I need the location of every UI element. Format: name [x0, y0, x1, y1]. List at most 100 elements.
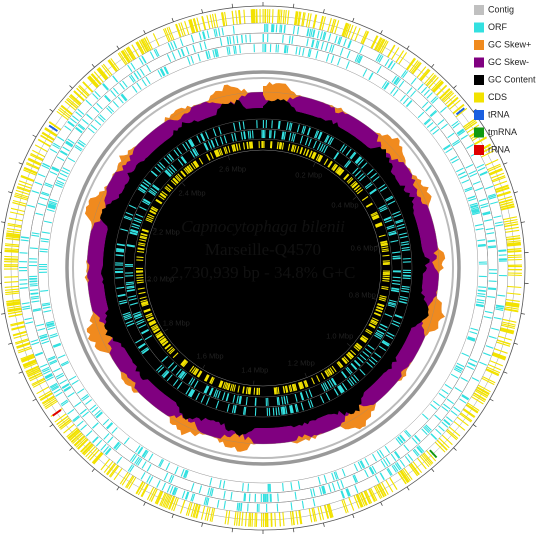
- scale-tick: [520, 221, 526, 223]
- scale-tick: [143, 30, 146, 35]
- scale-label: 2.4 Mbp: [178, 188, 205, 197]
- scale-label: 0.6 Mbp: [351, 244, 378, 253]
- ring-outline: [123, 128, 403, 408]
- legend-swatch: [474, 75, 484, 85]
- scale-tick: [69, 447, 73, 451]
- scale-tick: [431, 64, 435, 68]
- rna-mark: [52, 409, 62, 417]
- scale-label: 2.6 Mbp: [219, 165, 246, 174]
- scale-tick: [153, 227, 157, 230]
- ring-outline: [72, 77, 454, 459]
- ring-outline: [133, 138, 393, 398]
- scale-tick: [520, 313, 526, 315]
- scale-tick: [431, 468, 435, 472]
- scale-tick: [228, 156, 230, 161]
- scale-tick: [18, 371, 23, 374]
- scale-tick: [453, 85, 457, 89]
- scale-tick: [69, 85, 73, 89]
- scale-tick: [503, 371, 508, 374]
- legend-label: GC Skew+: [488, 39, 531, 49]
- legend-label: ORF: [488, 22, 508, 32]
- feature-track: [135, 140, 391, 395]
- scale-tick: [143, 501, 146, 506]
- scale-tick: [8, 191, 13, 194]
- scale-label: 1.0 Mbp: [326, 332, 353, 341]
- legend-swatch: [474, 57, 484, 68]
- scale-tick: [352, 17, 355, 22]
- plot-track: [103, 108, 423, 428]
- ring-outline: [47, 52, 479, 484]
- scale-tick: [371, 297, 376, 300]
- genome-summary: 2,730,939 bp - 34.8% G+C: [171, 263, 356, 282]
- scale-tick: [312, 163, 316, 167]
- legend-label: GC Content: [488, 74, 536, 84]
- scale-label: 1.2 Mbp: [288, 359, 315, 368]
- legend-swatch: [474, 145, 484, 155]
- scale-tick: [380, 501, 383, 506]
- scale-tick: [171, 514, 174, 519]
- legend-swatch: [474, 127, 484, 138]
- scale-tick: [489, 398, 494, 402]
- ring-outline: [113, 118, 413, 418]
- scale-tick: [32, 134, 37, 138]
- feature-track: [18, 23, 507, 513]
- legend-label: Contig: [488, 4, 514, 14]
- scale-tick: [182, 183, 186, 187]
- rings: [0, 2, 529, 534]
- legend-swatch: [474, 92, 484, 103]
- feature-track: [3, 8, 523, 528]
- legend-swatch: [474, 110, 484, 120]
- scale-tick: [453, 447, 457, 451]
- legend-label: GC Skew-: [488, 57, 529, 67]
- ring-outline: [17, 22, 509, 514]
- scale-tick: [352, 196, 357, 200]
- scale-tick: [513, 342, 518, 345]
- scale-tick: [201, 9, 203, 14]
- scale-tick: [323, 9, 325, 14]
- ring-outline: [27, 32, 499, 504]
- scale-tick: [116, 486, 120, 491]
- scale-label: 2.0 Mbp: [147, 274, 174, 283]
- scale-label: 0.8 Mbp: [349, 290, 376, 299]
- scale-tick: [0, 313, 6, 315]
- feature-track: [114, 119, 412, 416]
- scale-tick: [472, 424, 477, 428]
- scale-tick: [201, 522, 203, 527]
- rna-mark: [48, 124, 58, 132]
- ring-outline: [65, 70, 461, 466]
- scale-tick: [373, 245, 378, 247]
- scale-tick: [171, 17, 174, 22]
- scale-tick: [352, 514, 355, 519]
- scale-tick: [503, 162, 508, 165]
- legend-swatch: [474, 5, 484, 15]
- legend-label: tmRNA: [488, 127, 517, 137]
- scale-tick: [49, 108, 54, 112]
- scale-tick: [32, 398, 37, 402]
- ring-outline: [86, 91, 440, 445]
- organism-name: Capnocytophaga bilenii: [181, 217, 345, 236]
- strain-name: Marseille-Q4570: [205, 240, 321, 259]
- feature-track: [124, 129, 402, 407]
- ring-outline: [37, 42, 489, 494]
- scale-tick: [0, 221, 6, 223]
- scale-tick: [304, 372, 307, 377]
- ring-outline: [144, 149, 382, 387]
- scale-tick: [49, 424, 54, 428]
- feature-track: [28, 33, 498, 503]
- legend-label: tRNA: [488, 109, 510, 119]
- scale-tick: [202, 364, 206, 369]
- scale-tick: [513, 191, 518, 194]
- legend-label: CDS: [488, 92, 507, 102]
- scale-tick: [116, 45, 120, 50]
- scale-tick: [91, 64, 95, 68]
- scale-tick: [164, 328, 169, 332]
- scale-tick: [18, 162, 23, 165]
- feature-track: [38, 43, 488, 492]
- scale-tick: [8, 342, 13, 345]
- scale-label: 1.8 Mbp: [163, 319, 190, 328]
- legend-swatch: [474, 22, 484, 33]
- scale-tick: [406, 486, 410, 491]
- scale-label: 2.2 Mbp: [153, 228, 180, 237]
- scale-tick: [380, 30, 383, 35]
